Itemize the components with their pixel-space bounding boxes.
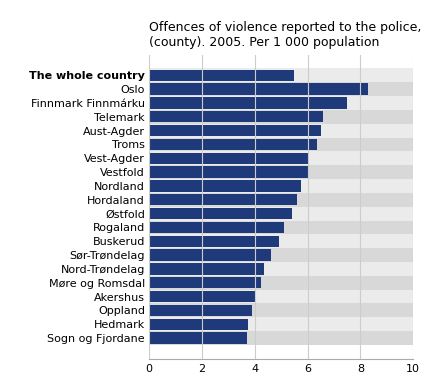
Bar [149,138,413,151]
Bar [149,152,309,164]
Bar [149,317,413,331]
Bar [149,236,279,247]
Bar [149,193,413,207]
Bar [149,319,248,330]
Text: Offences of violence reported to the police, by scene of crime
(county). 2005. P: Offences of violence reported to the pol… [149,21,426,49]
Bar [149,124,413,138]
Bar [149,165,413,179]
Bar [149,263,264,275]
Bar [149,248,413,262]
Bar [149,68,413,82]
Bar [149,151,413,165]
Bar [149,194,297,206]
Bar [149,331,413,345]
Bar [149,167,308,178]
Bar [149,180,301,191]
Bar [149,305,252,316]
Bar [149,207,413,220]
Bar [149,303,413,317]
Bar [149,332,247,344]
Bar [149,111,323,122]
Bar [149,96,413,110]
Bar [149,208,292,219]
Bar [149,70,294,81]
Bar [149,82,413,96]
Bar [149,179,413,193]
Bar [149,110,413,124]
Bar [149,222,284,233]
Bar [149,234,413,248]
Bar [149,290,413,303]
Bar [149,276,413,290]
Bar [149,250,271,261]
Bar [149,139,317,150]
Bar [149,262,413,276]
Bar [149,220,413,234]
Bar [149,98,347,109]
Bar [149,83,368,95]
Bar [149,291,256,302]
Bar [149,125,321,136]
Bar [149,277,262,289]
